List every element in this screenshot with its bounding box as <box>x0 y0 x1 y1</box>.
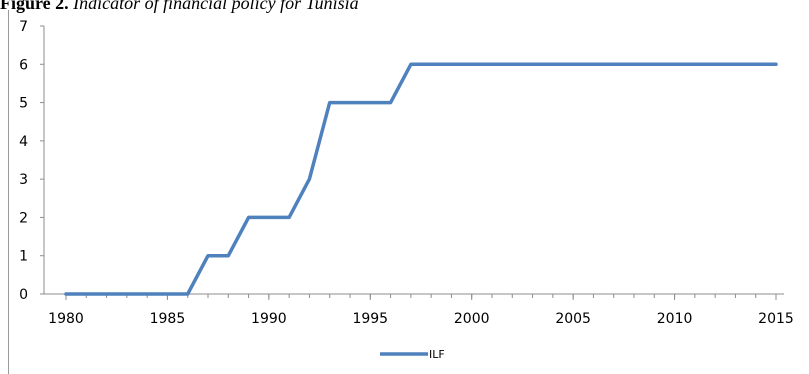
y-tick-label: 4 <box>19 134 28 150</box>
y-tick-label: 5 <box>19 96 28 112</box>
x-axis: 1980 1985 1990 1995 2000 2005 2010 2015 <box>44 293 794 327</box>
x-tick-label: 1980 <box>48 311 84 327</box>
figure-title: Indicator of financial policy for Tunisi… <box>73 0 359 13</box>
x-tick-label: 1985 <box>150 311 186 327</box>
frame-border <box>8 10 9 374</box>
y-axis: 0 1 2 3 4 5 6 7 <box>19 19 45 303</box>
y-tick-label: 7 <box>19 19 28 35</box>
x-tick-label: 2005 <box>555 311 591 327</box>
x-tick-label: 1995 <box>352 311 388 327</box>
x-tick-label: 2015 <box>758 311 794 327</box>
y-tick-label: 3 <box>19 172 28 188</box>
legend-label: ILF <box>429 348 445 361</box>
y-tick-label: 0 <box>19 287 28 303</box>
figure-caption: Figure 2. Indicator of financial policy … <box>0 0 359 15</box>
y-tick-label: 1 <box>19 249 28 265</box>
series-lines <box>64 62 778 296</box>
x-tick-label: 2010 <box>657 311 693 327</box>
y-tick-label: 2 <box>19 210 28 226</box>
x-tick-label: 2000 <box>454 311 490 327</box>
figure-label: Figure 2. <box>0 0 69 13</box>
series-line-ilf <box>64 62 778 296</box>
legend: ILF <box>380 348 445 361</box>
y-tick-label: 6 <box>19 57 28 73</box>
x-tick-label: 1990 <box>251 311 287 327</box>
